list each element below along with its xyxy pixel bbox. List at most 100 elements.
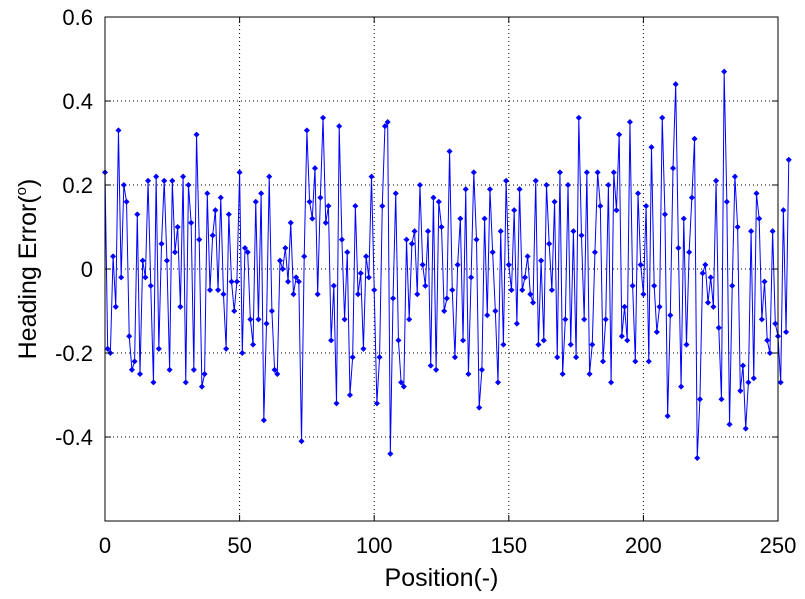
data-point-marker bbox=[772, 320, 779, 327]
data-point-marker bbox=[608, 379, 615, 386]
data-point-marker bbox=[597, 202, 604, 210]
data-point-marker bbox=[295, 278, 302, 285]
data-point-marker bbox=[441, 307, 448, 315]
ticks: 0 50 100 150 200 250 -0.4 -0.2 0 0.2 0.4 0.6 bbox=[55, 5, 796, 558]
data-point-marker bbox=[260, 417, 267, 424]
data-point-marker bbox=[322, 219, 329, 226]
data-point-marker bbox=[696, 396, 703, 403]
data-point-marker bbox=[223, 345, 230, 352]
data-point-marker bbox=[120, 181, 127, 189]
data-point-marker bbox=[357, 270, 364, 277]
data-point-marker bbox=[559, 370, 566, 378]
data-point-marker bbox=[731, 173, 738, 180]
data-point-marker bbox=[713, 177, 720, 184]
data-point-marker bbox=[694, 454, 701, 462]
data-point-marker bbox=[449, 286, 456, 294]
data-point-marker bbox=[562, 316, 569, 323]
data-point-marker bbox=[206, 286, 214, 294]
data-point-marker bbox=[745, 379, 752, 386]
data-point-marker bbox=[411, 228, 418, 235]
data-point-marker bbox=[519, 286, 526, 294]
data-point-marker bbox=[591, 249, 598, 256]
data-point-marker bbox=[161, 177, 168, 184]
data-point-marker bbox=[104, 345, 111, 352]
data-point-marker bbox=[180, 173, 187, 180]
data-point-marker bbox=[282, 244, 289, 252]
data-point-marker bbox=[147, 282, 154, 289]
data-point-marker bbox=[387, 450, 394, 457]
data-point-marker bbox=[451, 354, 458, 361]
data-point-marker bbox=[500, 341, 507, 348]
data-point-marker bbox=[643, 202, 650, 210]
data-point-marker bbox=[492, 307, 499, 315]
data-point-marker bbox=[530, 299, 537, 306]
data-point-marker bbox=[769, 228, 776, 235]
data-point-marker bbox=[505, 261, 512, 268]
data-point-marker bbox=[478, 366, 485, 373]
data-point-marker bbox=[217, 194, 224, 201]
data-point-marker bbox=[616, 131, 623, 138]
data-point-marker bbox=[626, 118, 633, 126]
data-point-marker bbox=[379, 202, 386, 210]
data-point-marker bbox=[204, 190, 211, 197]
y-tick-label: -0.2 bbox=[55, 341, 93, 366]
data-point-marker bbox=[723, 198, 730, 205]
data-point-marker bbox=[145, 177, 152, 184]
data-point-marker bbox=[535, 341, 542, 348]
data-point-marker bbox=[349, 354, 356, 361]
data-point-marker bbox=[435, 198, 442, 205]
data-point-marker bbox=[511, 207, 518, 214]
data-point-marker bbox=[150, 379, 157, 386]
data-point-marker bbox=[575, 114, 582, 121]
data-point-marker bbox=[766, 349, 773, 357]
data-point-marker bbox=[508, 286, 515, 294]
data-point-marker bbox=[605, 181, 612, 189]
data-point-marker bbox=[198, 383, 205, 390]
data-point-marker bbox=[783, 328, 790, 336]
data-point-marker bbox=[454, 261, 461, 268]
data-point-marker bbox=[381, 123, 388, 130]
data-point-marker bbox=[306, 198, 313, 205]
data-point-marker bbox=[721, 68, 728, 75]
data-point-marker bbox=[115, 127, 122, 134]
data-point-marker bbox=[640, 291, 647, 298]
data-point-marker bbox=[134, 211, 141, 218]
data-point-marker bbox=[311, 165, 319, 172]
data-point-marker bbox=[303, 127, 310, 134]
data-point-marker bbox=[220, 291, 227, 298]
data-point-marker bbox=[527, 291, 534, 298]
data-point-marker bbox=[352, 202, 359, 210]
data-point-marker bbox=[680, 215, 687, 222]
data-point-marker bbox=[128, 366, 135, 373]
data-point-marker bbox=[274, 370, 281, 378]
data-point-marker bbox=[443, 295, 450, 302]
data-point-marker bbox=[427, 362, 434, 369]
data-point-marker bbox=[704, 299, 712, 306]
data-point-marker bbox=[624, 337, 631, 344]
data-point-marker bbox=[236, 169, 243, 176]
data-point-marker bbox=[734, 223, 741, 231]
data-point-marker bbox=[330, 282, 337, 289]
data-point-marker bbox=[742, 425, 749, 432]
data-point-marker bbox=[683, 341, 690, 348]
data-point-marker bbox=[564, 181, 572, 189]
data-point-marker bbox=[376, 354, 383, 361]
data-point-marker bbox=[328, 337, 335, 344]
data-point-marker bbox=[634, 190, 642, 197]
data-point-marker bbox=[314, 291, 321, 298]
data-point-marker bbox=[398, 379, 405, 386]
data-point-marker bbox=[250, 341, 257, 348]
data-point-marker bbox=[142, 274, 149, 281]
data-point-marker bbox=[346, 391, 353, 399]
data-point-marker bbox=[756, 215, 763, 222]
series-group bbox=[101, 68, 792, 462]
data-point-marker bbox=[718, 396, 725, 403]
data-point-marker bbox=[543, 181, 550, 189]
data-point-marker bbox=[524, 253, 531, 260]
data-point-marker bbox=[403, 236, 410, 243]
data-point-marker bbox=[188, 219, 195, 226]
data-point-marker bbox=[438, 223, 445, 231]
data-point-marker bbox=[629, 282, 636, 289]
data-point-marker bbox=[503, 177, 510, 184]
data-point-marker bbox=[268, 307, 275, 315]
